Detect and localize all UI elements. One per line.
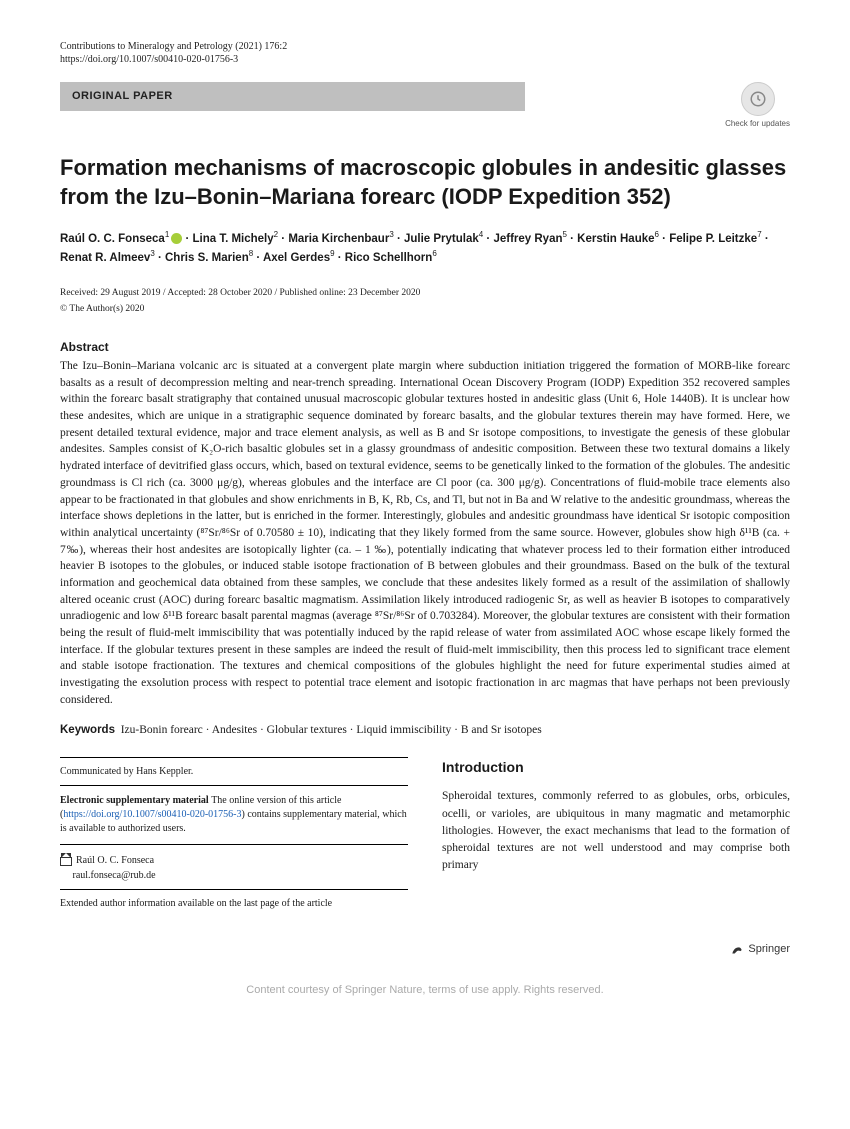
esm-link[interactable]: https://doi.org/10.1007/s00410-020-01756… — [63, 809, 241, 820]
abstract-text: The Izu–Bonin–Mariana volcanic arc is si… — [60, 358, 790, 708]
abstract-heading: Abstract — [60, 338, 790, 356]
copyright-line: © The Author(s) 2020 — [60, 302, 790, 316]
supplementary-material-note: Electronic supplementary material The on… — [60, 786, 408, 845]
corresponding-author: Raúl O. C. Fonseca raul.fonseca@rub.de — [60, 853, 408, 890]
corr-name: Raúl O. C. Fonseca — [76, 855, 154, 866]
introduction-text: Spheroidal textures, commonly referred t… — [442, 788, 790, 874]
article-type-badge: ORIGINAL PAPER — [60, 82, 525, 111]
keywords-line: Keywords Izu-Bonin forearc · Andesites ·… — [60, 722, 790, 739]
article-title: Formation mechanisms of macroscopic glob… — [60, 154, 790, 211]
springer-horse-icon — [730, 943, 744, 957]
check-updates-icon — [741, 82, 775, 116]
communicated-by: Communicated by Hans Keppler. — [60, 757, 408, 786]
esm-label: Electronic supplementary material — [60, 795, 209, 806]
journal-citation: Contributions to Mineralogy and Petrolog… — [60, 40, 790, 53]
keywords-label: Keywords — [60, 724, 115, 736]
doi-link[interactable]: https://doi.org/10.1007/s00410-020-01756… — [60, 53, 790, 66]
corr-email[interactable]: raul.fonseca@rub.de — [73, 870, 156, 881]
extended-author-info: Extended author information available on… — [60, 896, 408, 911]
publication-dates: Received: 29 August 2019 / Accepted: 28 … — [60, 286, 790, 300]
check-updates-button[interactable]: Check for updates — [725, 82, 790, 130]
envelope-icon — [60, 857, 72, 866]
author-list: Raúl O. C. Fonseca1 · Lina T. Michely2 ·… — [60, 229, 790, 267]
keywords-text: Izu-Bonin forearc · Andesites · Globular… — [121, 724, 542, 736]
footer-rights-note: Content courtesy of Springer Nature, ter… — [60, 982, 790, 999]
publisher-mark: Springer — [60, 941, 790, 958]
check-updates-label: Check for updates — [725, 118, 790, 130]
introduction-heading: Introduction — [442, 757, 790, 778]
